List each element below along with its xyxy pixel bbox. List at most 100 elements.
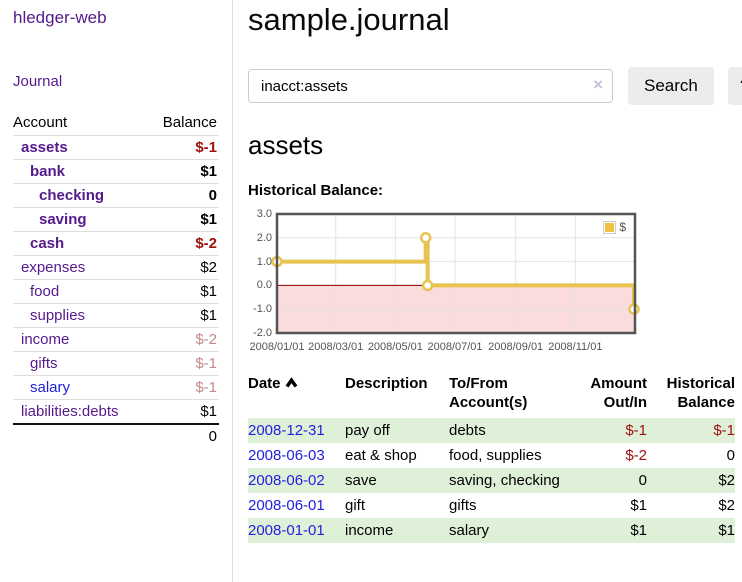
transaction-balance: $-1 bbox=[713, 422, 735, 439]
x-tick-label: 2008/07/01 bbox=[427, 341, 483, 353]
search-help-button[interactable]: ? bbox=[727, 67, 742, 105]
transaction-date-link[interactable]: 2008-06-03 bbox=[248, 447, 325, 464]
account-balance: $1 bbox=[147, 303, 219, 328]
account-link[interactable]: salary bbox=[30, 379, 71, 396]
transaction-accounts: saving, checking bbox=[449, 472, 560, 489]
historical-balance-chart: 3.0 2.0 1.0 0.0 -1.0 -2.0 $ 2008/01/01 2008/03… bbox=[248, 208, 718, 356]
account-row: checking 0 bbox=[13, 183, 219, 208]
register-header-row: Date Description To/From Account(s) Amou… bbox=[248, 372, 735, 418]
account-balance: 0 bbox=[147, 183, 219, 208]
sidebar: hledger-web Journal Account Balance asse… bbox=[0, 0, 233, 582]
transaction-description: gift bbox=[345, 497, 366, 514]
transaction-description: eat & shop bbox=[345, 447, 417, 464]
register-table: Date Description To/From Account(s) Amou… bbox=[248, 372, 735, 543]
sidebar-item-journal[interactable]: Journal bbox=[13, 73, 63, 90]
account-balance: $-1 bbox=[147, 135, 219, 160]
register-header-description: Description bbox=[345, 375, 428, 392]
transaction-date-link[interactable]: 2008-06-02 bbox=[248, 472, 325, 489]
transaction-description: save bbox=[345, 472, 377, 489]
transaction-row: 2008-06-01 gift gifts $1 $2 bbox=[248, 493, 735, 518]
account-balance: $1 bbox=[147, 279, 219, 304]
transaction-accounts: debts bbox=[449, 422, 486, 439]
account-balance: $1 bbox=[147, 399, 219, 425]
account-balance: $-2 bbox=[147, 327, 219, 352]
legend-swatch-icon bbox=[603, 220, 617, 234]
register-table-body: 2008-12-31 pay off debts $-1 $-1 2008-06-03 ea… bbox=[248, 418, 735, 543]
accounts-table: Account Balance assets $-1 bank $1 checking 0… bbox=[13, 111, 219, 448]
account-link[interactable]: checking bbox=[39, 187, 105, 204]
account-heading: assets bbox=[248, 130, 324, 160]
register-header-balance: Historical Balance bbox=[666, 375, 735, 411]
account-row: assets $-1 bbox=[13, 135, 219, 160]
accounts-table-body: assets $-1 bank $1 checking 0 saving $1 cash $-2 e… bbox=[13, 135, 219, 425]
account-balance: $-1 bbox=[147, 351, 219, 376]
account-link[interactable]: assets bbox=[21, 139, 68, 156]
transaction-accounts: gifts bbox=[449, 497, 477, 514]
accounts-total-value: 0 bbox=[147, 423, 219, 448]
account-row: income $-2 bbox=[13, 327, 219, 352]
y-tick-label: -2.0 bbox=[253, 327, 272, 339]
main-content: sample.journal × Search ? assets Histori… bbox=[233, 0, 742, 582]
account-link[interactable]: expenses bbox=[21, 259, 86, 276]
chevron-up-icon bbox=[285, 374, 298, 393]
chart-title: Historical Balance: bbox=[248, 182, 384, 199]
chart-plot-area[interactable]: $ bbox=[271, 212, 640, 335]
x-tick-label: 2008/01/01 bbox=[249, 341, 305, 353]
accounts-header-account: Account bbox=[13, 111, 148, 136]
transaction-balance: $2 bbox=[718, 472, 735, 489]
transaction-accounts: food, supplies bbox=[449, 447, 542, 464]
y-tick-label: 0.0 bbox=[256, 279, 272, 292]
account-row: supplies $1 bbox=[13, 303, 219, 328]
account-link[interactable]: gifts bbox=[30, 355, 58, 372]
account-row: food $1 bbox=[13, 279, 219, 304]
account-link[interactable]: saving bbox=[39, 211, 87, 228]
transaction-amount: $1 bbox=[630, 522, 647, 539]
chart-legend: $ bbox=[602, 220, 627, 234]
y-tick-label: 1.0 bbox=[256, 255, 272, 268]
transaction-amount: 0 bbox=[638, 472, 647, 489]
account-row: saving $1 bbox=[13, 207, 219, 232]
account-row: expenses $2 bbox=[13, 255, 219, 280]
account-balance: $2 bbox=[147, 255, 219, 280]
accounts-total-row: 0 bbox=[13, 423, 219, 448]
x-tick-label: 2008/05/01 bbox=[367, 341, 423, 353]
account-link[interactable]: liabilities:debts bbox=[21, 403, 119, 420]
transaction-row: 2008-12-31 pay off debts $-1 $-1 bbox=[248, 418, 735, 443]
search-input[interactable] bbox=[248, 69, 613, 103]
search-box: × bbox=[248, 69, 613, 103]
app-title-link[interactable]: hledger-web bbox=[13, 8, 107, 27]
transaction-amount: $1 bbox=[630, 497, 647, 514]
register-header-accounts: To/From Account(s) bbox=[449, 375, 528, 411]
y-tick-label: 3.0 bbox=[256, 208, 272, 220]
transaction-balance: $2 bbox=[718, 497, 735, 514]
account-link[interactable]: income bbox=[21, 331, 70, 348]
transaction-date-link[interactable]: 2008-06-01 bbox=[248, 497, 325, 514]
account-link[interactable]: bank bbox=[30, 163, 66, 180]
register-header-amount: Amount Out/In bbox=[590, 375, 647, 411]
transaction-description: pay off bbox=[345, 422, 390, 439]
register-header-date[interactable]: Date bbox=[248, 372, 345, 418]
transaction-row: 2008-01-01 income salary $1 $1 bbox=[248, 518, 735, 543]
account-link[interactable]: supplies bbox=[30, 307, 86, 324]
account-link[interactable]: food bbox=[30, 283, 60, 300]
transaction-balance: 0 bbox=[726, 447, 735, 464]
account-balance: $-1 bbox=[147, 375, 219, 400]
x-tick-label: 2008/09/01 bbox=[488, 341, 544, 353]
account-row: cash $-2 bbox=[13, 231, 219, 256]
y-tick-label: 2.0 bbox=[256, 231, 272, 244]
transaction-date-link[interactable]: 2008-12-31 bbox=[248, 422, 325, 439]
x-tick-label: 2008/03/01 bbox=[308, 341, 364, 353]
clear-search-icon[interactable]: × bbox=[593, 75, 603, 94]
account-balance: $1 bbox=[147, 159, 219, 184]
transaction-amount: $-1 bbox=[625, 422, 647, 439]
account-row: liabilities:debts $1 bbox=[13, 399, 219, 425]
transaction-date-link[interactable]: 2008-01-01 bbox=[248, 522, 325, 539]
x-tick-label: 2008/11/01 bbox=[548, 341, 603, 353]
account-link[interactable]: cash bbox=[30, 235, 65, 252]
account-row: gifts $-1 bbox=[13, 351, 219, 376]
account-balance: $1 bbox=[147, 207, 219, 232]
accounts-header-balance: Balance bbox=[147, 111, 219, 136]
transaction-balance: $1 bbox=[718, 522, 735, 539]
search-button[interactable]: Search bbox=[628, 67, 714, 105]
account-row: bank $1 bbox=[13, 159, 219, 184]
